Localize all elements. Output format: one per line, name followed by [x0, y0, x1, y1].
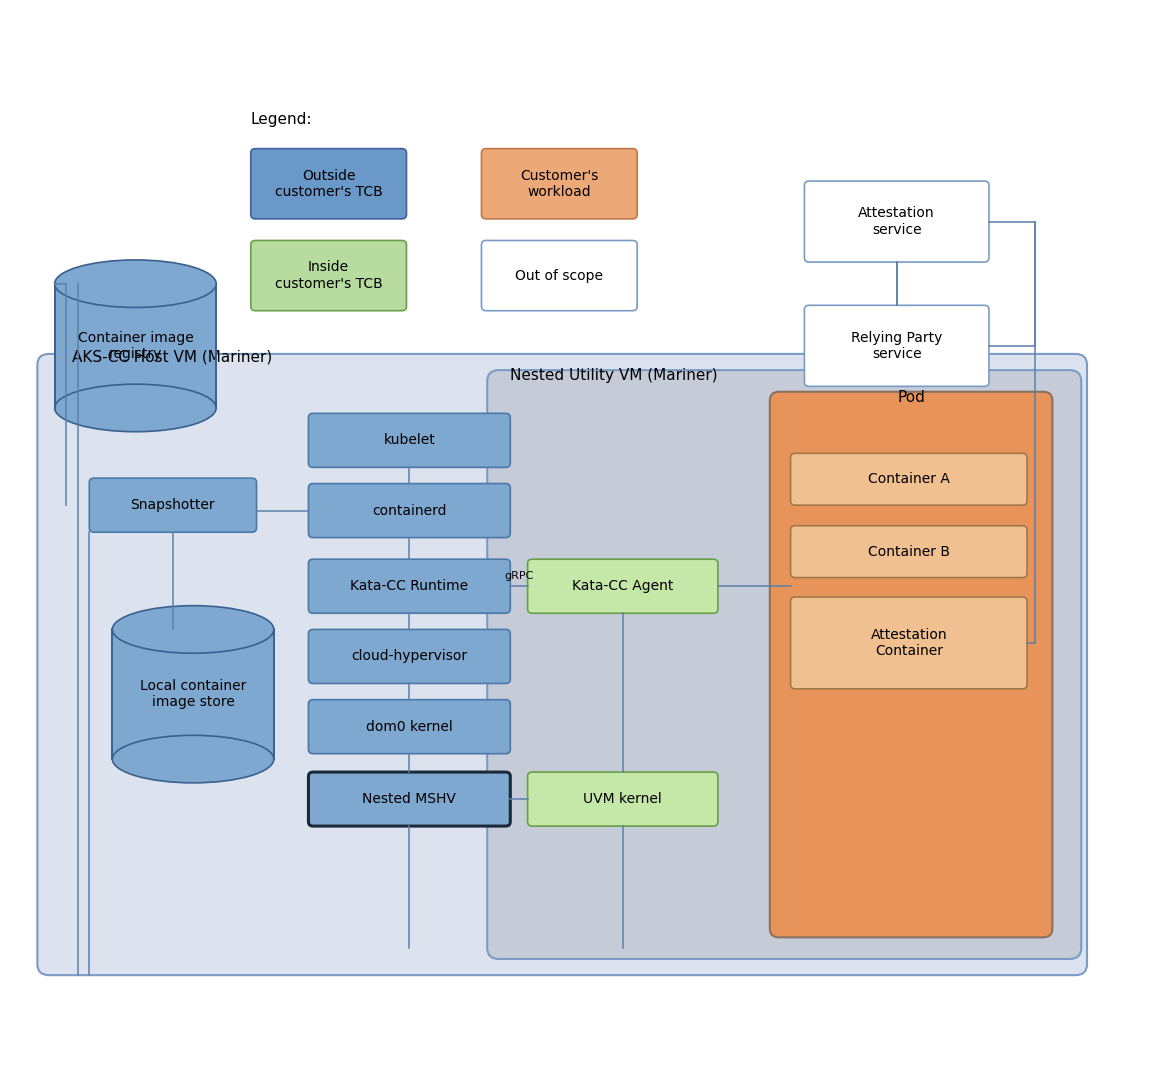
FancyBboxPatch shape: [804, 305, 989, 387]
Text: Outside
customer's TCB: Outside customer's TCB: [275, 168, 382, 199]
FancyBboxPatch shape: [308, 559, 510, 614]
FancyBboxPatch shape: [308, 483, 510, 538]
FancyBboxPatch shape: [527, 559, 717, 614]
FancyBboxPatch shape: [308, 699, 510, 754]
Text: Attestation
service: Attestation service: [859, 206, 935, 237]
FancyBboxPatch shape: [527, 772, 717, 826]
Text: Snapshotter: Snapshotter: [131, 498, 216, 513]
FancyBboxPatch shape: [770, 392, 1052, 937]
Bar: [54, 283, 217, 408]
Text: gRPC: gRPC: [504, 571, 533, 581]
FancyBboxPatch shape: [89, 478, 256, 532]
FancyBboxPatch shape: [37, 354, 1087, 975]
FancyBboxPatch shape: [308, 630, 510, 683]
Text: Relying Party
service: Relying Party service: [851, 331, 942, 361]
FancyBboxPatch shape: [790, 597, 1027, 689]
Text: Customer's
workload: Customer's workload: [520, 168, 598, 199]
Text: Inside
customer's TCB: Inside customer's TCB: [275, 261, 382, 291]
FancyBboxPatch shape: [481, 149, 637, 219]
Ellipse shape: [112, 735, 274, 783]
Text: Nested MSHV: Nested MSHV: [363, 792, 457, 806]
Text: containerd: containerd: [372, 504, 446, 518]
FancyBboxPatch shape: [308, 772, 510, 826]
Text: Container B: Container B: [868, 545, 950, 558]
Text: Container A: Container A: [868, 472, 949, 487]
Text: Legend:: Legend:: [250, 112, 312, 127]
FancyBboxPatch shape: [481, 240, 637, 311]
Text: AKS-CC Host VM (Mariner): AKS-CC Host VM (Mariner): [72, 350, 272, 365]
Text: UVM kernel: UVM kernel: [583, 792, 662, 806]
FancyBboxPatch shape: [250, 149, 407, 219]
Text: Nested Utility VM (Mariner): Nested Utility VM (Mariner): [510, 368, 717, 383]
Text: dom0 kernel: dom0 kernel: [366, 720, 453, 734]
FancyBboxPatch shape: [790, 453, 1027, 505]
FancyBboxPatch shape: [487, 370, 1081, 959]
Text: Pod: Pod: [898, 390, 926, 405]
Text: Kata-CC Runtime: Kata-CC Runtime: [350, 579, 468, 593]
Text: Container image
registry: Container image registry: [78, 331, 194, 361]
Ellipse shape: [54, 260, 217, 307]
FancyBboxPatch shape: [308, 414, 510, 467]
Text: Kata-CC Agent: Kata-CC Agent: [573, 579, 673, 593]
Text: Local container
image store: Local container image store: [140, 679, 246, 709]
Text: Attestation
Container: Attestation Container: [870, 628, 947, 658]
Text: Out of scope: Out of scope: [516, 268, 604, 282]
Ellipse shape: [54, 384, 217, 432]
FancyBboxPatch shape: [250, 240, 407, 311]
FancyBboxPatch shape: [790, 526, 1027, 578]
Text: cloud-hypervisor: cloud-hypervisor: [351, 649, 467, 664]
FancyBboxPatch shape: [804, 181, 989, 262]
Text: kubelet: kubelet: [384, 433, 436, 447]
Ellipse shape: [112, 606, 274, 653]
Bar: [112, 630, 274, 759]
